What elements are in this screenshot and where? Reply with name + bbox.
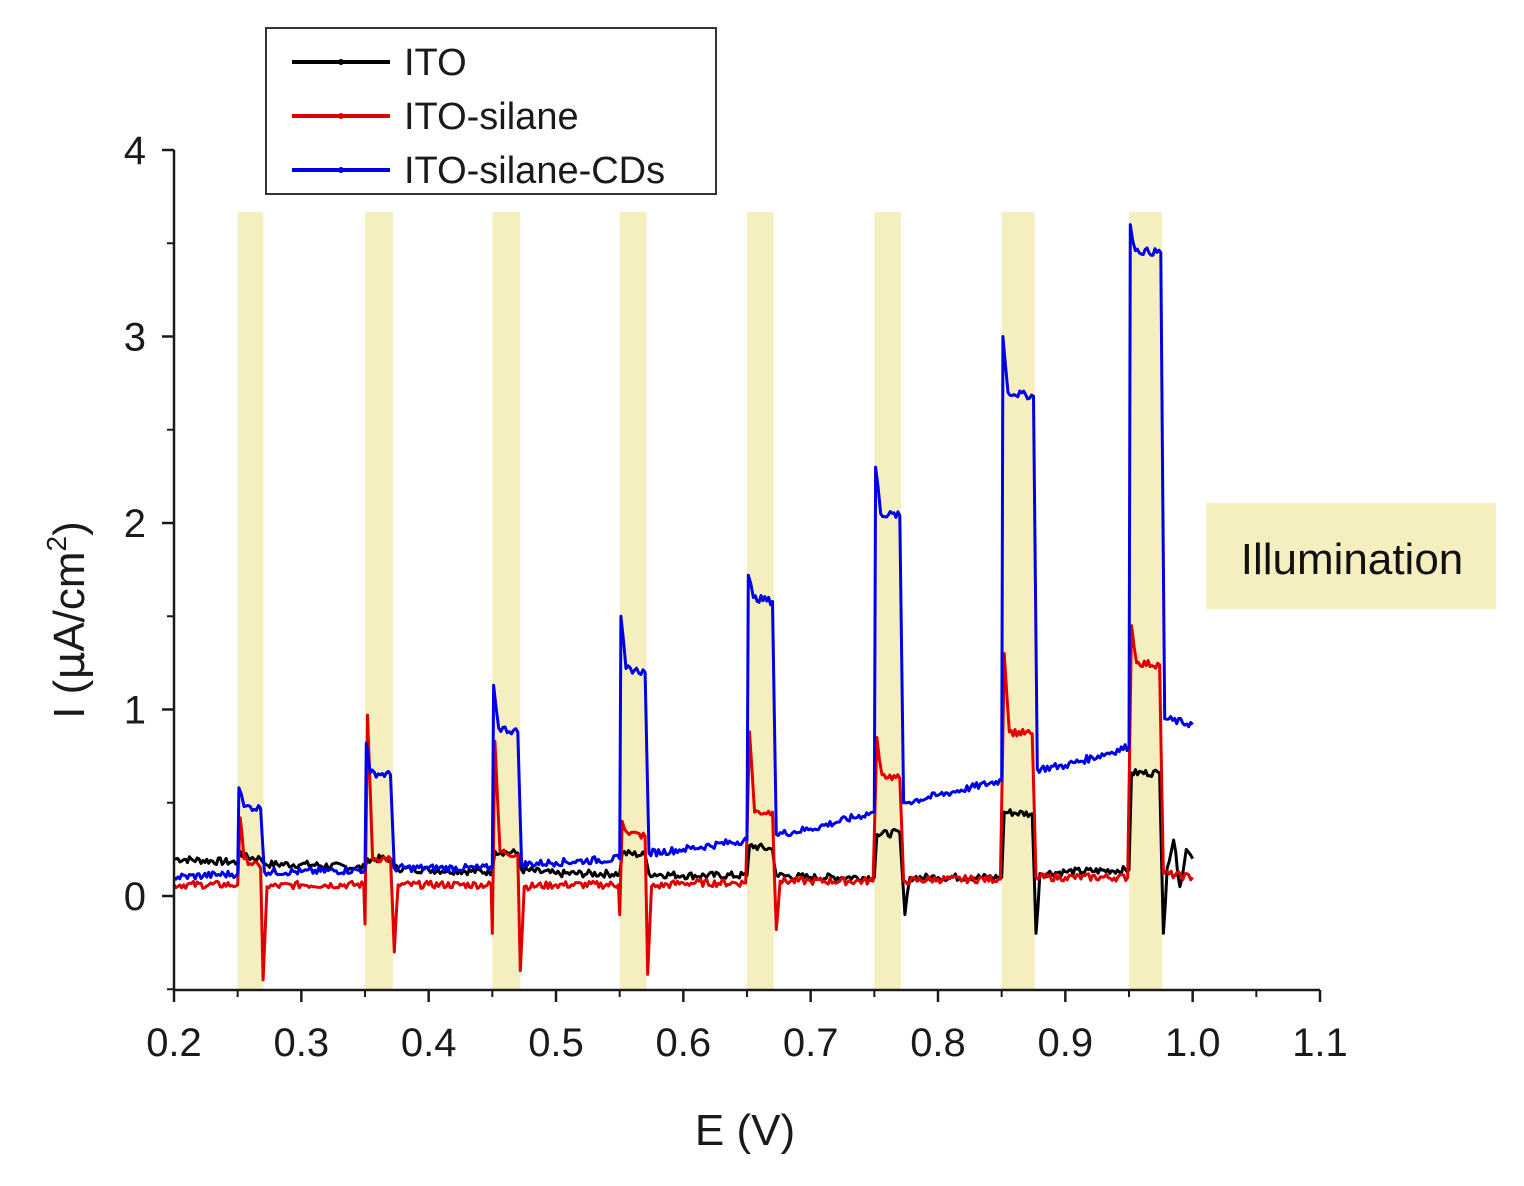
x-tick-label: 1.1: [1292, 1021, 1348, 1065]
legend: ITO ITO-silane ITO-silane-CDs: [265, 27, 717, 195]
x-tick-label: 0.9: [1038, 1021, 1094, 1065]
illumination-band-8: [1129, 212, 1163, 990]
illumination-band-3: [492, 212, 521, 990]
y-axis-title-mu: μ: [44, 652, 95, 680]
x-ticks: 0.2 0.3 0.4 0.5 0.6 0.7 0.8 0.9 1.0 1.1: [146, 990, 1348, 1065]
series-line-ito: [173, 768, 1195, 935]
legend-box: [265, 27, 717, 195]
legend-marker: [338, 167, 344, 173]
y-axis-title-unit: A/cm: [45, 551, 94, 651]
x-tick-label: 0.2: [146, 1021, 202, 1065]
illumination-bands: [237, 212, 1163, 990]
legend-label: ITO-silane: [404, 96, 579, 138]
y-ticks: 0 1 2 3 4: [124, 129, 174, 991]
x-tick-label: 0.6: [656, 1021, 712, 1065]
legend-items: ITO ITO-silane ITO-silane-CDs: [292, 42, 665, 192]
y-tick-label: 1: [124, 689, 146, 733]
legend-marker: [338, 59, 344, 65]
illumination-key-swatch: [1206, 503, 1496, 609]
legend-label: ITO-silane-CDs: [404, 150, 665, 192]
illumination-band-7: [1001, 212, 1035, 990]
legend-marker: [338, 113, 344, 119]
x-tick-label: 0.8: [910, 1021, 966, 1065]
y-axis-title: I (μA/cm2): [41, 521, 95, 719]
x-tick-label: 0.7: [783, 1021, 839, 1065]
x-tick-label: 0.3: [274, 1021, 330, 1065]
legend-label: ITO: [404, 42, 467, 84]
x-tick-label: 0.5: [528, 1021, 584, 1065]
illumination-key: Illumination: [1206, 503, 1496, 609]
y-tick-label: 0: [124, 875, 146, 919]
illumination-band-6: [874, 212, 901, 990]
y-axis-title-prefix: I (: [45, 679, 94, 718]
y-tick-label: 3: [124, 316, 146, 360]
x-tick-label: 1.0: [1165, 1021, 1221, 1065]
y-tick-label: 2: [124, 502, 146, 546]
series-line-ito-silane: [172, 624, 1194, 982]
y-axis-title-suffix: ): [45, 521, 94, 536]
x-tick-label: 0.4: [401, 1021, 457, 1065]
illumination-band-4: [619, 212, 647, 990]
illumination-band-2: [365, 212, 393, 990]
y-tick-label: 4: [124, 129, 146, 173]
illumination-label: Illumination: [1241, 535, 1464, 584]
y-axis-title-sup: 2: [41, 536, 72, 552]
series-line-ito-silane-cds: [172, 223, 1194, 881]
x-axis-title: E (V): [695, 1106, 795, 1155]
data-series: [172, 223, 1195, 982]
